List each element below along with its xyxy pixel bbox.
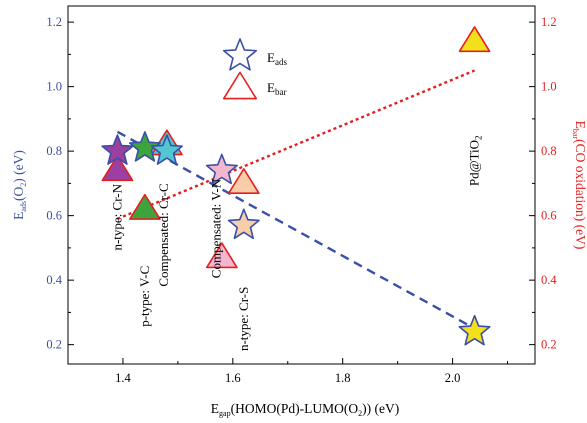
eads-point — [458, 314, 491, 346]
eads-point — [205, 153, 238, 185]
ebar-point — [101, 155, 134, 182]
eads-fit-line — [116, 130, 476, 330]
ebar-fit-line — [116, 69, 476, 220]
right-y-tick-label: 0.6 — [541, 209, 557, 223]
left-y-tick-label: 0.8 — [46, 144, 62, 158]
right-y-tick-label: 1.2 — [541, 15, 557, 29]
eads-point — [128, 131, 161, 162]
legend-star-icon — [223, 38, 258, 71]
left-y-tick-label: 0.4 — [46, 273, 62, 287]
right-y-tick-label: 0.2 — [541, 338, 557, 352]
left-y-tick-label: 0.6 — [46, 209, 62, 223]
eads-point — [101, 134, 134, 165]
legend-label: Ebar — [267, 80, 286, 97]
data-markers — [101, 26, 491, 346]
right-y-tick-label: 0.8 — [541, 144, 557, 158]
legend: Eads Ebar — [222, 38, 287, 100]
left-y-tick-label: 1.2 — [46, 15, 62, 29]
legend-triangle-icon — [222, 71, 258, 100]
ebar-point — [458, 26, 491, 53]
trend-lines — [116, 69, 476, 330]
left-y-axis-ticks: 0.2 0.4 0.6 0.8 1.0 1.2 — [46, 15, 74, 352]
x-tick-label: 1.4 — [115, 371, 131, 385]
right-y-axis-ticks: 0.2 0.4 0.6 0.8 1.0 1.2 — [529, 15, 557, 352]
point-annotations: n-type: Cr-N p-type: V-C Compensated: Cr-C… — [109, 135, 483, 351]
x-tick-label: 1.6 — [225, 371, 241, 385]
eads-point — [150, 134, 183, 165]
x-axis-ticks: 1.4 1.6 1.8 2.0 — [67, 358, 509, 385]
x-axis-title: Egap(HOMO(Pd)-LUMO(O2)) (eV) — [211, 401, 399, 418]
annotation-label: Compensated: V-N — [208, 178, 223, 278]
right-y-axis-title: Ebar(CO oxidation) (eV) — [571, 121, 587, 250]
x-tick-label: 2.0 — [445, 371, 461, 385]
right-y-tick-label: 0.4 — [541, 273, 557, 287]
left-y-tick-label: 0.2 — [46, 338, 62, 352]
left-y-tick-label: 1.0 — [46, 80, 62, 94]
ebar-point — [205, 242, 238, 269]
annotation-label: Pd@TiO2 — [467, 135, 484, 186]
annotation-label: n-type: Cr-S — [236, 287, 251, 351]
annotation-label: Compensated: Cr-C — [156, 183, 171, 286]
annotation-label: p-type: V-C — [137, 266, 152, 327]
left-y-axis-title: Eads(O2) (eV) — [11, 150, 28, 220]
legend-label: Eads — [267, 50, 287, 67]
plot-frame — [67, 5, 536, 365]
ebar-point — [129, 193, 161, 220]
eads-point — [227, 208, 260, 240]
x-tick-label: 1.8 — [335, 371, 351, 385]
right-y-tick-label: 1.0 — [541, 80, 557, 94]
annotation-label: n-type: Cr-N — [109, 183, 124, 250]
ebar-point — [227, 168, 260, 195]
